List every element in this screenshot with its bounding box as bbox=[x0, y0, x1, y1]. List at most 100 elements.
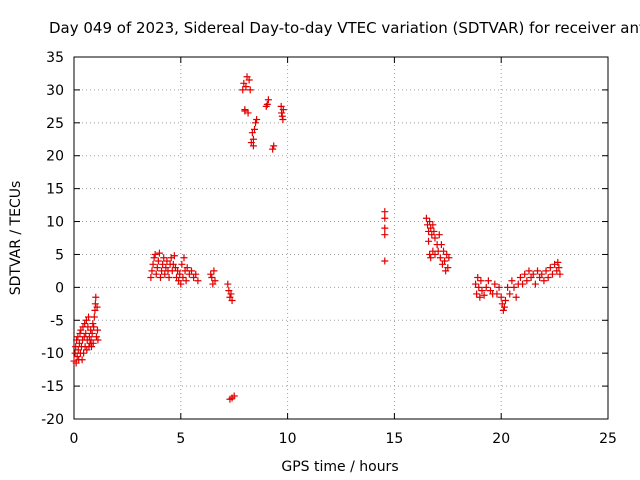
data-point bbox=[88, 329, 96, 337]
data-point bbox=[546, 264, 554, 272]
grid bbox=[74, 57, 608, 419]
data-point bbox=[427, 254, 435, 262]
data-point bbox=[80, 349, 88, 357]
data-point bbox=[253, 116, 261, 124]
plot-frame bbox=[73, 56, 609, 420]
data-point bbox=[542, 267, 550, 275]
data-point bbox=[381, 231, 389, 239]
data-point bbox=[151, 250, 159, 258]
data-point bbox=[207, 270, 215, 278]
data-point bbox=[477, 277, 485, 285]
data-point bbox=[484, 277, 492, 285]
data-point bbox=[90, 313, 98, 321]
data-point bbox=[92, 293, 100, 301]
data-point bbox=[183, 264, 191, 272]
data-point bbox=[429, 221, 437, 229]
data-point bbox=[499, 306, 507, 314]
data-point bbox=[192, 270, 200, 278]
data-point bbox=[473, 290, 481, 298]
data-point bbox=[165, 273, 173, 281]
data-point bbox=[194, 277, 202, 285]
data-point bbox=[239, 86, 247, 94]
y-tick-label: -10 bbox=[41, 346, 64, 362]
y-tick-label: 25 bbox=[46, 116, 64, 132]
data-point bbox=[211, 277, 219, 285]
y-tick-label: 10 bbox=[46, 215, 64, 231]
x-axis-label: GPS time / hours bbox=[281, 459, 398, 475]
data-point bbox=[163, 257, 171, 265]
data-point bbox=[506, 290, 514, 298]
data-point bbox=[504, 283, 512, 291]
data-point bbox=[158, 267, 166, 275]
data-point bbox=[480, 291, 488, 299]
data-point bbox=[87, 326, 95, 334]
data-point bbox=[89, 320, 97, 328]
data-point bbox=[548, 270, 556, 278]
data-point bbox=[94, 336, 102, 344]
data-point bbox=[241, 107, 249, 115]
data-point bbox=[249, 135, 257, 143]
x-tick-label: 0 bbox=[70, 431, 79, 447]
axis-ticks bbox=[73, 56, 609, 420]
data-point bbox=[540, 277, 548, 285]
data-point bbox=[279, 106, 287, 114]
data-point bbox=[187, 267, 195, 275]
data-point bbox=[476, 293, 484, 301]
data-point bbox=[431, 250, 439, 258]
data-point bbox=[279, 116, 287, 124]
data-point bbox=[544, 273, 552, 281]
data-point bbox=[176, 270, 184, 278]
data-point bbox=[556, 270, 564, 278]
x-tick-label: 10 bbox=[279, 431, 297, 447]
data-point bbox=[245, 76, 253, 84]
data-point bbox=[440, 247, 448, 255]
data-point bbox=[381, 214, 389, 222]
data-point bbox=[153, 264, 161, 272]
data-point bbox=[249, 142, 257, 150]
data-point bbox=[269, 145, 277, 153]
data-point bbox=[435, 231, 443, 239]
y-tick-label: 15 bbox=[46, 182, 64, 198]
data-point bbox=[538, 270, 546, 278]
data-point bbox=[531, 280, 539, 288]
data-point bbox=[425, 237, 433, 245]
data-point bbox=[444, 264, 452, 272]
data-point bbox=[426, 218, 434, 226]
data-point bbox=[148, 267, 156, 275]
data-point bbox=[270, 142, 278, 150]
data-point bbox=[474, 273, 482, 281]
data-point bbox=[529, 270, 537, 278]
data-point bbox=[431, 234, 439, 242]
y-tick-label: 20 bbox=[46, 149, 64, 165]
data-point bbox=[73, 352, 81, 360]
data-point bbox=[177, 280, 185, 288]
x-tick-label: 25 bbox=[599, 431, 617, 447]
data-point bbox=[161, 270, 169, 278]
data-point bbox=[82, 329, 90, 337]
data-point bbox=[264, 96, 272, 104]
y-tick-label: 30 bbox=[46, 83, 64, 99]
data-point bbox=[381, 257, 389, 265]
y-tick-label: -5 bbox=[50, 313, 64, 329]
data-point bbox=[208, 273, 216, 281]
data-point bbox=[554, 258, 562, 266]
y-tick-labels: -20 -15 -10 -5 0 5 10 15 20 25 30 35 bbox=[41, 50, 64, 428]
data-point bbox=[478, 287, 486, 295]
data-point bbox=[521, 270, 529, 278]
data-point bbox=[159, 260, 167, 268]
data-series bbox=[70, 73, 564, 403]
data-point bbox=[178, 260, 186, 268]
y-tick-label: -15 bbox=[41, 379, 64, 395]
x-tick-label: 20 bbox=[492, 431, 510, 447]
data-point bbox=[475, 283, 483, 291]
y-tick-label: 35 bbox=[46, 50, 64, 66]
data-point bbox=[179, 273, 187, 281]
data-point bbox=[493, 290, 501, 298]
data-point bbox=[78, 356, 86, 364]
data-point bbox=[227, 290, 235, 298]
data-point bbox=[516, 273, 524, 281]
data-point bbox=[246, 86, 254, 94]
x-tick-label: 5 bbox=[176, 431, 185, 447]
data-point bbox=[437, 241, 445, 249]
